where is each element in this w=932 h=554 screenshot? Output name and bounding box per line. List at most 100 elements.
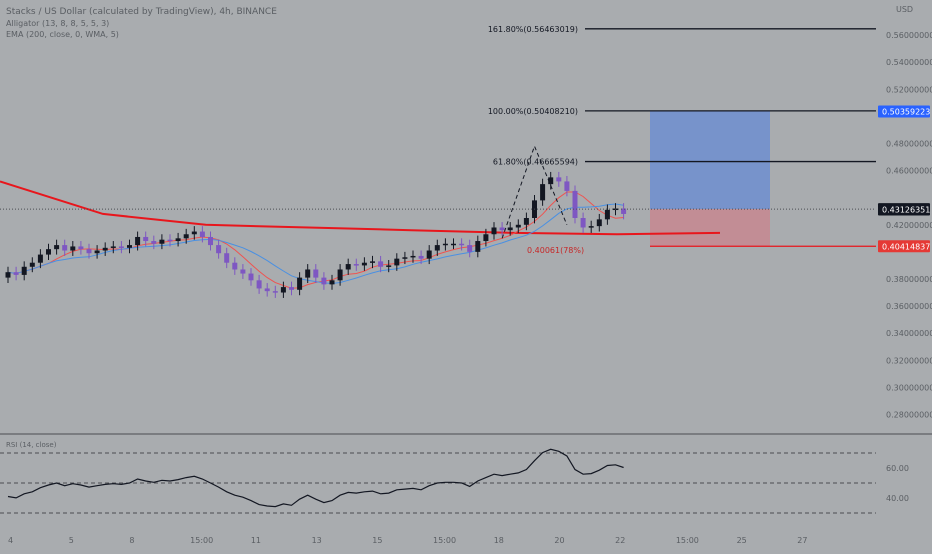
fib-level-label: 100.00%(0.50408210) xyxy=(488,107,578,116)
candle-body xyxy=(280,287,286,293)
price-tick-label: 0.42000000 xyxy=(886,221,932,230)
price-tag-box xyxy=(878,203,930,216)
candle-body xyxy=(596,219,602,227)
candle-body xyxy=(386,265,392,267)
price-tick-label: 0.32000000 xyxy=(886,356,932,365)
oscillator-lines xyxy=(0,448,876,514)
candle-body xyxy=(394,258,400,266)
candle-body xyxy=(232,262,238,270)
price-tick-label: 0.34000000 xyxy=(886,329,932,338)
fib-drawing-lines xyxy=(0,144,876,247)
price-tag-box xyxy=(878,105,930,118)
candle-body xyxy=(62,245,68,251)
candle-body xyxy=(199,231,205,237)
price-tick-label: 0.36000000 xyxy=(886,302,932,311)
time-label: 25 xyxy=(737,536,747,545)
candle-body xyxy=(29,262,35,267)
candle-body xyxy=(418,255,424,259)
osc-tick-label: 60.00 xyxy=(886,464,909,473)
candle-body xyxy=(337,269,343,281)
indicator-alligator-label: Alligator (13, 8, 8, 5, 5, 3) xyxy=(6,19,109,28)
candle-body xyxy=(78,246,84,250)
candle-body xyxy=(321,277,327,285)
price-tick-label: 0.52000000 xyxy=(886,85,932,94)
time-axis[interactable] xyxy=(0,530,932,550)
candle-body xyxy=(621,208,627,214)
rsi-line xyxy=(7,448,624,508)
candle-body xyxy=(361,262,367,266)
osc-tick-label: 40.00 xyxy=(886,494,909,503)
symbol-title: Stacks / US Dollar (calculated by Tradin… xyxy=(6,7,277,17)
candle-body xyxy=(151,241,157,244)
candle-body xyxy=(264,288,270,292)
candle-body xyxy=(256,280,262,289)
candle-body xyxy=(224,253,230,263)
time-label: 8 xyxy=(129,536,134,545)
price-tick-label: 0.48000000 xyxy=(886,139,932,148)
candle-body xyxy=(94,250,100,254)
candle-body xyxy=(248,273,254,281)
candle-body xyxy=(240,269,246,274)
candle-body xyxy=(572,190,578,218)
candle-body xyxy=(272,291,278,293)
candlesticks xyxy=(5,171,627,298)
time-label: 15:00 xyxy=(190,536,213,545)
time-label: 11 xyxy=(251,536,261,545)
swing-dashed-line xyxy=(501,144,568,239)
candle-body xyxy=(515,224,521,228)
candle-body xyxy=(135,236,141,246)
candle-body xyxy=(556,177,562,182)
time-label: 15 xyxy=(372,536,382,545)
price-tag-label: 0.40414837 xyxy=(882,242,930,251)
candle-body xyxy=(507,227,513,231)
ema-200-curve xyxy=(0,180,721,236)
candle-body xyxy=(370,261,375,263)
candle-body xyxy=(21,266,27,275)
time-label: 5 xyxy=(69,536,74,545)
price-tag-box xyxy=(878,240,930,253)
candle-body xyxy=(588,226,594,228)
indicator-ema-label: EMA (200, close, 0, WMA, 5) xyxy=(6,30,119,39)
time-label: 22 xyxy=(615,536,625,545)
ema-200-line xyxy=(0,180,721,236)
candle-body xyxy=(175,238,181,242)
candle-body xyxy=(216,245,222,254)
time-label: 20 xyxy=(554,536,564,545)
candle-body xyxy=(313,269,319,278)
stop-zone[interactable] xyxy=(650,209,770,247)
fib-levels[interactable]: 161.80%(0.56463019) 100.00%(0.50408210) 61… xyxy=(488,25,876,255)
price-tick-label: 0.46000000 xyxy=(886,167,932,176)
candle-body xyxy=(353,264,359,266)
candle-body xyxy=(378,261,384,267)
candle-body xyxy=(208,236,213,246)
candle-body xyxy=(402,257,408,259)
candle-body xyxy=(523,218,529,225)
candle-body xyxy=(475,241,481,252)
candle-body xyxy=(110,246,116,248)
candle-body xyxy=(483,234,489,242)
candle-body xyxy=(580,218,586,228)
oscillator-pane[interactable] xyxy=(0,434,876,530)
candle-body xyxy=(459,243,465,246)
fib-level-label: 61.80%(0.46665594) xyxy=(493,158,578,167)
candle-body xyxy=(70,246,76,251)
candle-body xyxy=(499,227,505,231)
candle-body xyxy=(297,277,303,290)
candle-body xyxy=(451,243,456,246)
candle-body xyxy=(548,177,554,185)
time-label: 13 xyxy=(312,536,322,545)
candle-body xyxy=(329,280,335,285)
candle-body xyxy=(434,245,440,251)
candle-body xyxy=(127,245,132,248)
candle-body xyxy=(410,255,416,258)
target-zone[interactable] xyxy=(650,111,770,210)
time-label: 15:00 xyxy=(676,536,699,545)
price-axis[interactable] xyxy=(876,0,932,530)
candle-body xyxy=(191,231,197,235)
candle-body xyxy=(442,243,448,246)
candle-body xyxy=(13,272,19,275)
candle-body xyxy=(564,181,570,191)
